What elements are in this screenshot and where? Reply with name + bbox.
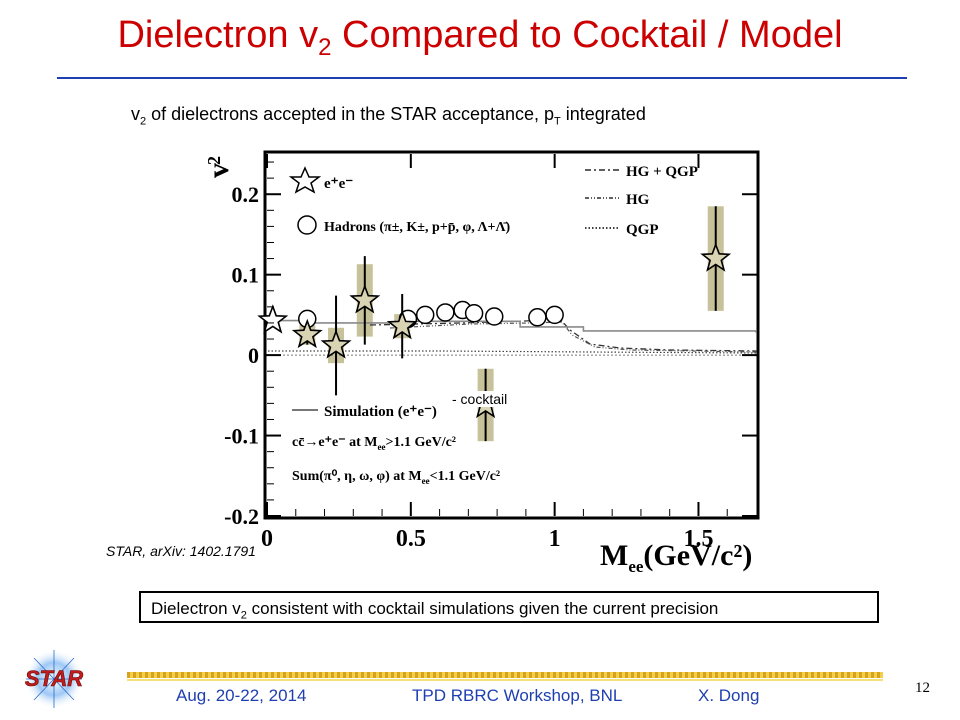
plot-frame: [263, 150, 760, 520]
page-number: 12: [915, 680, 930, 696]
footer-divider: [127, 672, 883, 678]
y-tick-label-1: -0.1: [224, 424, 259, 449]
conclusion-sub: 2: [240, 609, 247, 622]
hadron-point-3: [436, 303, 455, 322]
title-divider: [57, 77, 907, 79]
legend-hgqgp-label: HG + QGP: [626, 164, 698, 180]
y-tick-label-0: -0.2: [224, 504, 259, 529]
ee-point-1: [291, 318, 323, 349]
ee-point-0: [257, 304, 289, 334]
ee-point-3: [349, 284, 381, 314]
star-logo: STAR: [24, 649, 84, 709]
footer-divider-accent: [127, 679, 883, 681]
legend-star-icon: [288, 166, 322, 194]
x-tick-label-1: 0.5: [396, 526, 426, 552]
footer-event: TPD RBRC Workshop, BNL: [412, 686, 623, 705]
legend: e⁺e⁻ Hadrons (π±, K±, p+p̄, φ, Λ+Λ̄) HG …: [288, 164, 698, 486]
v2-vs-mass-chart: -0.2 -0.1 0 0.1 0.2 0 0.5 1 1.5 e⁺e⁻ Hadrons (π±…: [202, 150, 760, 576]
legend-sum-label: Sum(π⁰, η, ω, φ) at Mee<1.1 GeV/c²: [292, 469, 500, 486]
y-tick-label-4: 0.2: [232, 182, 260, 207]
slide-title: Dielectron v2 Compared to Cocktail / Mod…: [0, 14, 960, 62]
subtitle-pt-sub: T: [554, 115, 561, 128]
legend-ccbar-label: cc̄→e⁺e⁻ at Mee>1.1 GeV/c²: [292, 435, 456, 452]
ee-point-4: [386, 309, 418, 340]
legend-sim-label: Simulation (e⁺e⁻): [324, 404, 437, 420]
hadron-point-2: [415, 305, 435, 325]
hadron-point-8: [545, 305, 564, 325]
legend-ee-label: e⁺e⁻: [324, 176, 353, 192]
cocktail-annotation: - cocktail: [450, 391, 510, 407]
footer-author: X. Dong: [698, 686, 760, 705]
legend-qgp-label: QGP: [626, 222, 659, 238]
subtitle-mid: of dielectrons accepted in the STAR acce…: [146, 104, 555, 124]
subtitle-v: v: [131, 104, 140, 124]
plot-subtitle: v2 of dielectrons accepted in the STAR a…: [131, 104, 646, 128]
legend-hadrons-label: Hadrons (π±, K±, p+p̄, φ, Λ+Λ̄): [324, 220, 511, 235]
hg-curve: [389, 321, 758, 353]
ee-point-2: [320, 329, 352, 359]
citation: STAR, arXiv: 1402.1791: [106, 543, 256, 559]
hadron-point-6: [484, 307, 504, 326]
conclusion-text-a: Dielectron v: [151, 599, 241, 618]
logo-rays: [26, 650, 82, 708]
subtitle-v-sub: 2: [140, 115, 147, 128]
y-tick-label-2: 0: [248, 343, 259, 368]
axis-ticks: -0.2 -0.1 0 0.1 0.2 0 0.5 1 1.5: [224, 154, 758, 552]
hadron-point-5: [464, 304, 484, 323]
x-tick-label-0: 0: [261, 526, 273, 552]
y-axis-title: v2: [202, 156, 235, 178]
footer-date: Aug. 20-22, 2014: [176, 686, 307, 705]
title-main: Dielectron v: [117, 14, 319, 56]
logo-text: STAR: [25, 666, 83, 691]
conclusion-box: Dielectron v2 consistent with cocktail s…: [139, 591, 879, 623]
ee-point-6: [700, 242, 732, 272]
conclusion-text-b: consistent with cocktail simulations giv…: [246, 599, 719, 618]
title-rest: Compared to Cocktail / Model: [331, 14, 843, 56]
legend-circle-icon: [297, 215, 317, 235]
y-tick-label-3: 0.1: [232, 263, 260, 288]
x-axis-title: Mee(GeV/c²): [600, 539, 752, 576]
hadron-point-7: [528, 308, 547, 327]
title-subscript: 2: [318, 34, 332, 61]
x-tick-label-2: 1: [549, 526, 561, 552]
data-markers: [257, 242, 732, 419]
subtitle-end: integrated: [560, 104, 646, 124]
x-tick-label-3: 1.5: [683, 526, 713, 552]
legend-hg-label: HG: [626, 192, 650, 208]
